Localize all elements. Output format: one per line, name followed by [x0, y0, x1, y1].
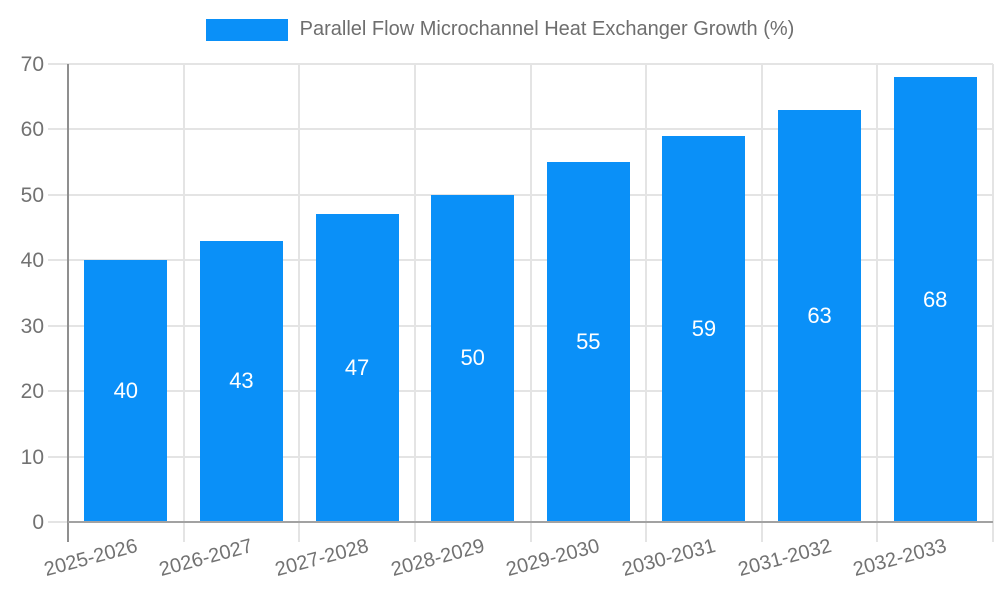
- x-gridline: [760, 64, 763, 542]
- x-gridline: [182, 64, 185, 542]
- y-gridline: [48, 455, 993, 458]
- x-gridline: [645, 64, 648, 542]
- x-axis-line: [68, 521, 993, 523]
- y-gridline: [48, 128, 993, 131]
- bar-value-label: 55: [576, 329, 601, 355]
- y-gridline: [48, 193, 993, 196]
- x-gridline: [992, 64, 994, 542]
- bar[interactable]: [546, 162, 630, 522]
- y-axis-tick-label: 10: [20, 445, 44, 469]
- y-gridline: [48, 324, 993, 327]
- bar[interactable]: [84, 260, 168, 522]
- y-axis-line: [67, 64, 69, 542]
- bar-value-label: 68: [922, 286, 948, 312]
- x-gridline: [529, 64, 532, 542]
- y-axis-tick-label: 0: [32, 511, 44, 534]
- y-axis-tick-label: 40: [20, 249, 44, 273]
- bar[interactable]: [315, 214, 399, 522]
- chart-legend[interactable]: Parallel Flow Microchannel Heat Exchange…: [0, 18, 1000, 41]
- y-axis-tick-label: 50: [20, 183, 44, 207]
- bar-value-label: 59: [691, 315, 717, 341]
- y-gridline: [48, 63, 993, 65]
- bar-value-label: 50: [460, 345, 485, 371]
- x-gridline: [298, 64, 301, 542]
- bar-value-label: 63: [807, 302, 832, 328]
- x-gridline: [413, 64, 416, 542]
- y-gridline: [48, 390, 993, 393]
- y-axis-tick-label: 30: [20, 314, 44, 338]
- bar-value-label: 47: [344, 355, 370, 381]
- y-axis-tick-label: 60: [20, 118, 44, 142]
- x-gridline: [876, 64, 879, 542]
- bar-value-label: 40: [113, 378, 139, 404]
- bar[interactable]: [893, 77, 977, 522]
- bar[interactable]: [199, 240, 283, 522]
- bar[interactable]: [662, 135, 746, 522]
- bar[interactable]: [778, 109, 862, 522]
- bar-value-label: 43: [229, 368, 254, 394]
- bar[interactable]: [431, 194, 515, 522]
- y-axis-tick-label: 70: [20, 53, 44, 76]
- legend-swatch: [205, 18, 288, 41]
- y-axis-tick-label: 20: [20, 380, 44, 404]
- y-gridline: [48, 259, 993, 262]
- legend-label: Parallel Flow Microchannel Heat Exchange…: [299, 18, 795, 40]
